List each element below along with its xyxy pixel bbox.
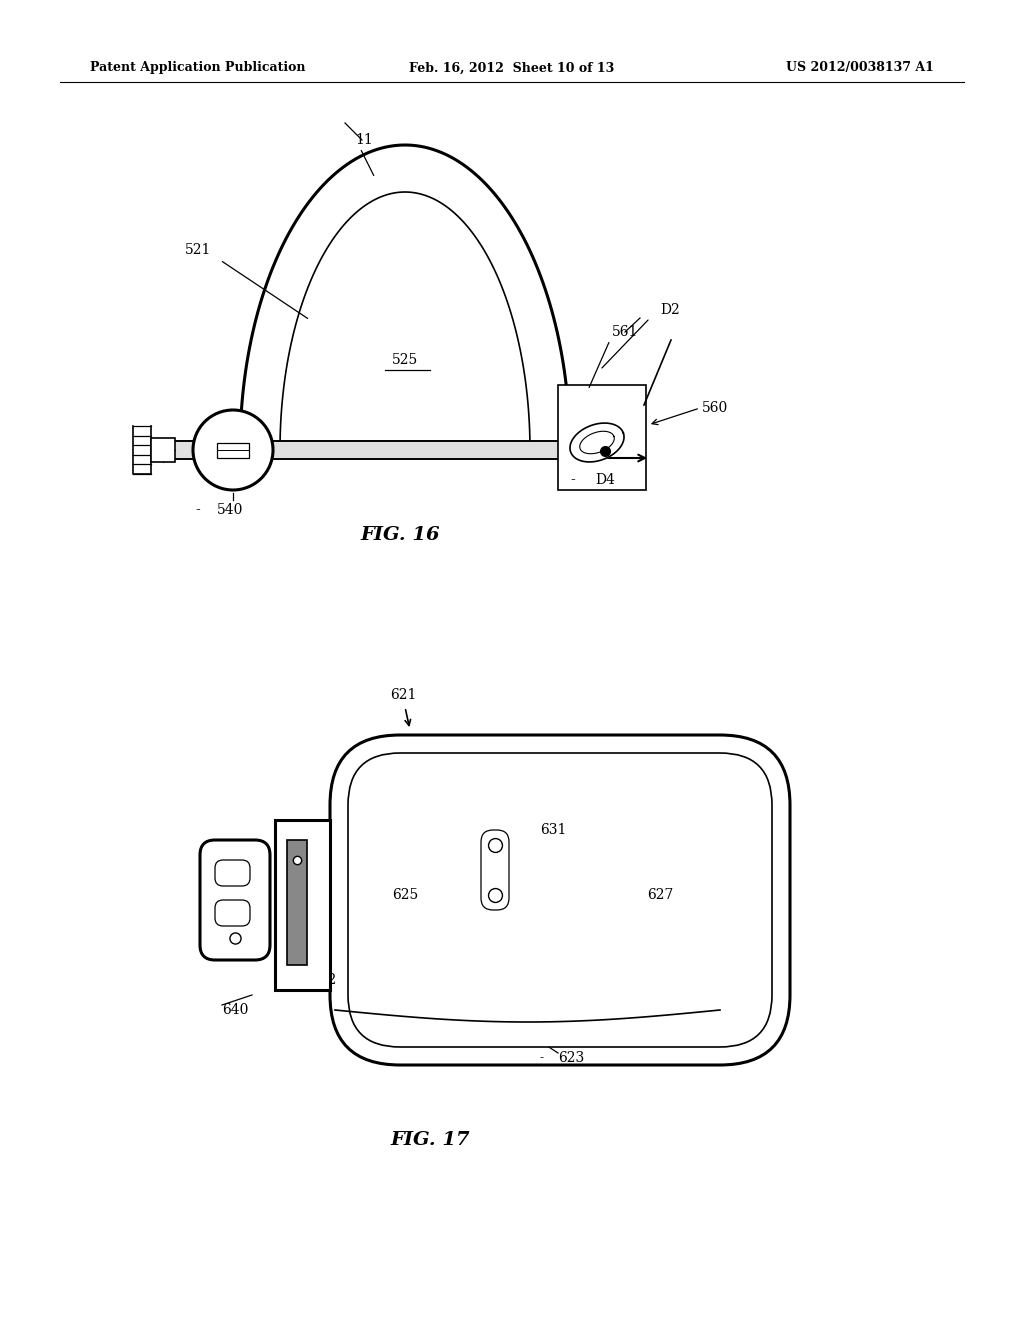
Text: -: - [296, 974, 300, 986]
Text: 625: 625 [392, 888, 418, 902]
FancyBboxPatch shape [215, 900, 250, 927]
Text: FIG. 16: FIG. 16 [360, 525, 440, 544]
Text: 521: 521 [185, 243, 211, 257]
Text: 640: 640 [222, 1003, 249, 1016]
Text: D4: D4 [595, 473, 614, 487]
Text: Patent Application Publication: Patent Application Publication [90, 62, 305, 74]
Text: -: - [570, 473, 574, 487]
Text: Feb. 16, 2012  Sheet 10 of 13: Feb. 16, 2012 Sheet 10 of 13 [410, 62, 614, 74]
FancyBboxPatch shape [215, 861, 250, 886]
Polygon shape [570, 424, 624, 462]
Bar [160, 441, 590, 459]
Text: 11: 11 [355, 133, 373, 147]
Bar [558, 385, 646, 490]
Text: US 2012/0038137 A1: US 2012/0038137 A1 [786, 62, 934, 74]
FancyBboxPatch shape [348, 752, 772, 1047]
Bar [217, 442, 249, 458]
Text: 560: 560 [702, 401, 728, 414]
Text: D2: D2 [660, 304, 680, 317]
Bar [287, 840, 307, 965]
Text: -: - [195, 503, 200, 517]
Bar [151, 438, 175, 462]
Text: -: - [540, 1052, 544, 1064]
Text: 623: 623 [558, 1051, 585, 1065]
FancyBboxPatch shape [200, 840, 270, 960]
Circle shape [193, 411, 273, 490]
FancyBboxPatch shape [481, 830, 509, 909]
Text: 622: 622 [310, 973, 336, 987]
Text: 525: 525 [392, 352, 418, 367]
Text: 540: 540 [217, 503, 243, 517]
Text: 561: 561 [612, 325, 638, 339]
Bar [275, 820, 330, 990]
Text: FIG. 17: FIG. 17 [390, 1131, 470, 1148]
Text: 621: 621 [390, 688, 417, 702]
Text: 631: 631 [540, 822, 566, 837]
Text: 627: 627 [647, 888, 673, 902]
FancyBboxPatch shape [330, 735, 790, 1065]
